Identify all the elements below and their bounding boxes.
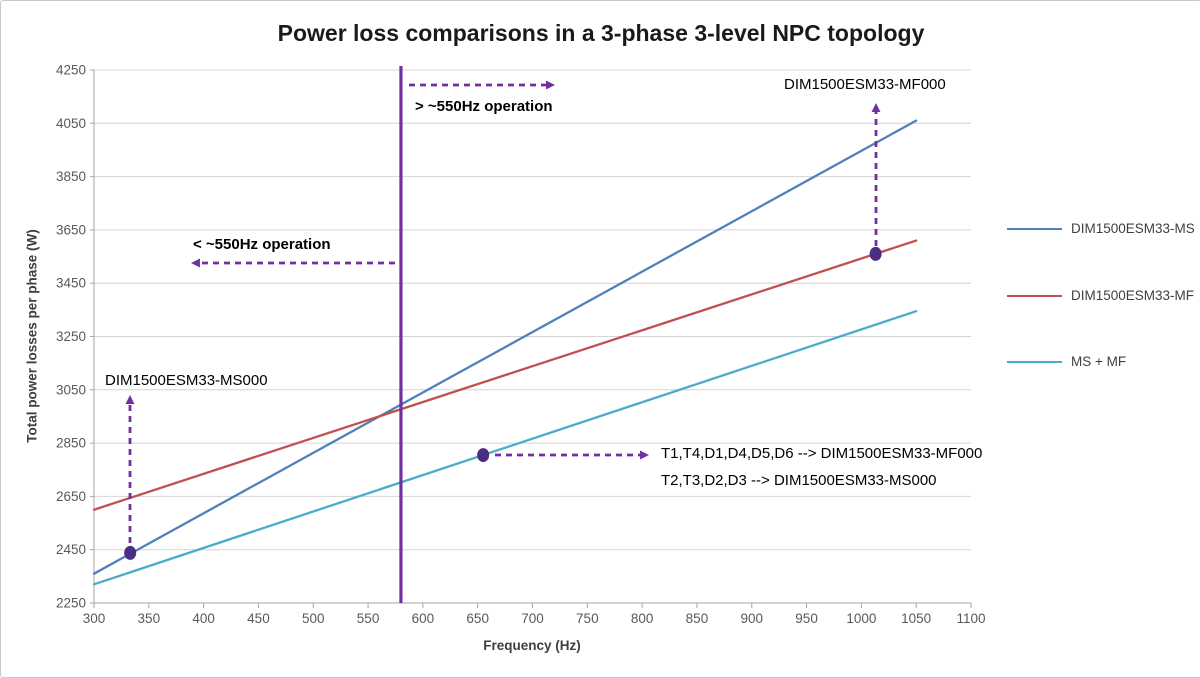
y-tick-label: 2850 xyxy=(56,436,86,451)
annotation-mf000: DIM1500ESM33-MF000 xyxy=(784,76,946,93)
series-line-ms-mf xyxy=(92,310,918,586)
legend-label: DIM1500ESM33-MF xyxy=(1071,288,1195,303)
x-tick-label: 700 xyxy=(521,611,544,626)
legend-label: MS + MF xyxy=(1071,354,1127,369)
data-marker-1 xyxy=(477,448,490,463)
legend-line-swatch xyxy=(1007,294,1062,297)
arrow-ms000-head xyxy=(125,395,135,404)
x-tick-label: 500 xyxy=(302,611,325,626)
legend-item-mf: DIM1500ESM33-MF xyxy=(1007,288,1194,303)
x-tick-label: 400 xyxy=(192,611,215,626)
legend-line-swatch xyxy=(1007,227,1062,230)
x-tick-label: 800 xyxy=(631,611,654,626)
x-tick-label: 450 xyxy=(247,611,270,626)
y-tick-label: 2250 xyxy=(56,596,86,611)
x-tick-label: 850 xyxy=(686,611,709,626)
arrow-below-550-head xyxy=(191,258,200,268)
x-tick-label: 550 xyxy=(357,611,380,626)
arrow-above-550-head xyxy=(546,80,555,90)
y-tick-label: 3650 xyxy=(56,222,86,237)
x-axis-title: Frequency (Hz) xyxy=(483,638,581,653)
legend-line-swatch xyxy=(1007,360,1062,363)
series-line-dim1500esm33-mf xyxy=(92,239,918,511)
x-tick-label: 350 xyxy=(138,611,161,626)
y-tick-label: 2650 xyxy=(56,489,86,504)
annotation-above-550hz: > ~550Hz operation xyxy=(415,98,553,115)
x-tick-label: 750 xyxy=(576,611,599,626)
legend-item-ms: DIM1500ESM33-MS xyxy=(1007,221,1195,236)
x-tick-label: 900 xyxy=(740,611,763,626)
y-tick-label: 2450 xyxy=(56,542,86,557)
x-tick-label: 1050 xyxy=(901,611,931,626)
arrow-mf000-head xyxy=(871,103,881,112)
legend-label: DIM1500ESM33-MS xyxy=(1071,221,1195,236)
y-tick-label: 3250 xyxy=(56,329,86,344)
x-tick-label: 1000 xyxy=(846,611,876,626)
arrow-npc-mapping-head xyxy=(640,450,649,460)
x-tick-label: 600 xyxy=(412,611,435,626)
series-line-dim1500esm33-ms xyxy=(92,119,918,575)
x-tick-label: 300 xyxy=(83,611,106,626)
legend-item-ms-plus-mf: MS + MF xyxy=(1007,354,1126,369)
y-tick-label: 3450 xyxy=(56,276,86,291)
data-marker-0 xyxy=(124,545,137,560)
y-tick-label: 3850 xyxy=(56,169,86,184)
annotation-below-550hz: < ~550Hz operation xyxy=(193,236,331,253)
chart-title: Power loss comparisons in a 3-phase 3-le… xyxy=(277,20,925,46)
y-axis-title: Total power losses per phase (W) xyxy=(24,229,40,443)
annotation-npc-mapping-line2: T2,T3,D2,D3 --> DIM1500ESM33-MS000 xyxy=(661,472,937,489)
y-tick-label: 3050 xyxy=(56,382,86,397)
annotation-ms000: DIM1500ESM33-MS000 xyxy=(105,372,268,389)
y-tick-label: 4050 xyxy=(56,116,86,131)
x-tick-label: 650 xyxy=(466,611,489,626)
annotation-npc-mapping-line1: T1,T4,D1,D4,D5,D6 --> DIM1500ESM33-MF000 xyxy=(661,445,983,462)
data-marker-2 xyxy=(869,246,882,261)
y-tick-label: 4250 xyxy=(56,63,86,78)
x-tick-label: 950 xyxy=(795,611,818,626)
x-tick-label: 1100 xyxy=(956,611,985,626)
